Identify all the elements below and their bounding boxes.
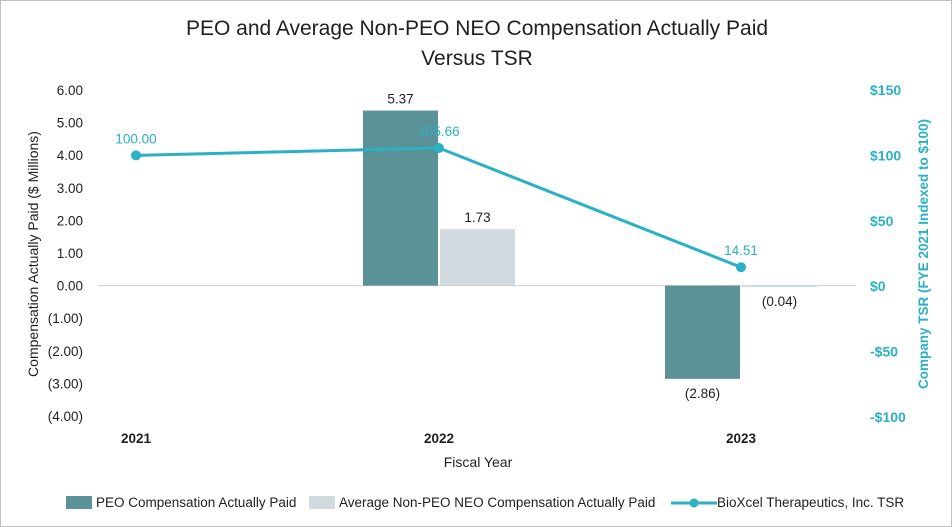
y-tick-label: 2.00 [57,213,83,228]
tsr-point-2022 [434,142,444,153]
y2-tick-label: $150 [870,82,901,98]
legend-swatch-tsr-marker [689,498,699,508]
y2-tick-label: $100 [870,147,901,163]
bar-data-label: 1.73 [464,210,490,225]
legend-label-peo: PEO Compensation Actually Paid [96,495,296,510]
legend-label-tsr: BioXcel Therapeutics, Inc. TSR [717,495,904,510]
tsr-point-2023 [736,262,746,273]
bar-data-label: (0.04) [762,294,797,309]
y2-axis-label: Company TSR (FYE 2021 Indexed to $100) [916,119,931,389]
y-tick-label: 6.00 [57,83,83,98]
bar-non-peo-2023 [742,285,817,288]
tsr-data-label: 14.51 [724,243,758,258]
y-tick-label: (2.00) [48,344,83,359]
y-tick-label: 4.00 [57,148,83,163]
bar-non-peo-2022 [440,229,515,286]
tsr-point-2021 [131,150,141,161]
y2-tick-label: -$100 [870,409,906,425]
legend-swatch-non-peo [309,496,335,509]
y-tick-label: 5.00 [57,116,83,131]
y-tick-label: 3.00 [57,181,83,196]
legend: PEO Compensation Actually Paid Average N… [66,495,904,510]
y2-tick-label: -$50 [870,344,898,360]
x-tick-label-2023: 2023 [726,431,757,446]
bar-series [363,110,817,379]
chart-title-line-2: Versus TSR [421,47,533,70]
legend-label-non-peo: Average Non-PEO NEO Compensation Actuall… [339,495,655,510]
y-tick-label: (4.00) [48,409,83,424]
y2-tick-label: $0 [870,278,886,294]
bar-peo-2022 [363,110,438,286]
tsr-data-label: 100.00 [115,131,156,146]
y2-axis-ticks: $150 $100 $50 $0 -$50 -$100 [870,82,906,425]
bar-peo-2023 [665,285,740,379]
y-axis-ticks: 6.00 5.00 4.00 3.00 2.00 1.00 0.00 (1.00) (2.00)… [48,83,83,424]
data-labels: 5.37 (2.86) 1.73 (0.04) 100.00 105.66 14.51 [115,92,797,401]
chart-title-line-1: PEO and Average Non-PEO NEO Compensation… [186,17,768,40]
y-tick-label: (1.00) [48,311,83,326]
x-axis-categories: 2021 2022 2023 [121,431,757,446]
bar-data-label: 5.37 [387,92,413,107]
x-axis-label: Fiscal Year [444,454,513,470]
y-axis-label: Compensation Actually Paid ($ Millions) [25,131,41,377]
bar-data-label: (2.86) [685,386,720,401]
tsr-line [135,146,742,269]
x-tick-label-2021: 2021 [121,431,152,446]
y-tick-label: 0.00 [57,279,83,294]
x-tick-label-2022: 2022 [424,431,454,446]
legend-swatch-peo [66,496,92,509]
tsr-data-label: 105.66 [418,124,459,139]
y-tick-label: 1.00 [57,246,83,261]
y2-tick-label: $50 [870,213,894,229]
y-tick-label: (3.00) [48,376,83,391]
tsr-line-series [131,142,746,273]
